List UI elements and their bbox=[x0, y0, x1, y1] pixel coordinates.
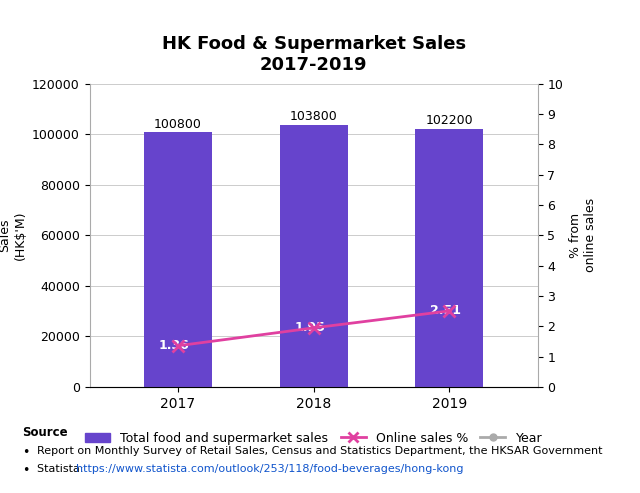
Legend: Total food and supermarket sales, Online sales %, Year: Total food and supermarket sales, Online… bbox=[80, 426, 547, 450]
Text: https://www.statista.com/outlook/253/118/food-beverages/hong-kong: https://www.statista.com/outlook/253/118… bbox=[76, 464, 463, 474]
Text: Statista:: Statista: bbox=[37, 464, 87, 474]
Text: 102200: 102200 bbox=[426, 114, 473, 127]
Text: •: • bbox=[22, 446, 30, 459]
Text: 1.95: 1.95 bbox=[294, 321, 326, 334]
Bar bbox=[415, 129, 483, 387]
Text: 100800: 100800 bbox=[154, 118, 202, 131]
Bar bbox=[280, 125, 348, 387]
Text: 2.51: 2.51 bbox=[430, 304, 461, 317]
Text: •: • bbox=[22, 464, 30, 477]
Text: 103800: 103800 bbox=[290, 110, 337, 123]
Bar bbox=[144, 132, 212, 387]
Y-axis label: % from
online sales: % from online sales bbox=[569, 198, 596, 273]
Y-axis label: Sales
(HK$'M): Sales (HK$'M) bbox=[0, 211, 26, 260]
Text: 1.36: 1.36 bbox=[159, 339, 189, 352]
Title: HK Food & Supermarket Sales
2017-2019: HK Food & Supermarket Sales 2017-2019 bbox=[161, 35, 466, 74]
Text: Report on Monthly Survey of Retail Sales, Census and Statistics Department, the : Report on Monthly Survey of Retail Sales… bbox=[37, 446, 603, 456]
Text: Source: Source bbox=[22, 426, 68, 439]
